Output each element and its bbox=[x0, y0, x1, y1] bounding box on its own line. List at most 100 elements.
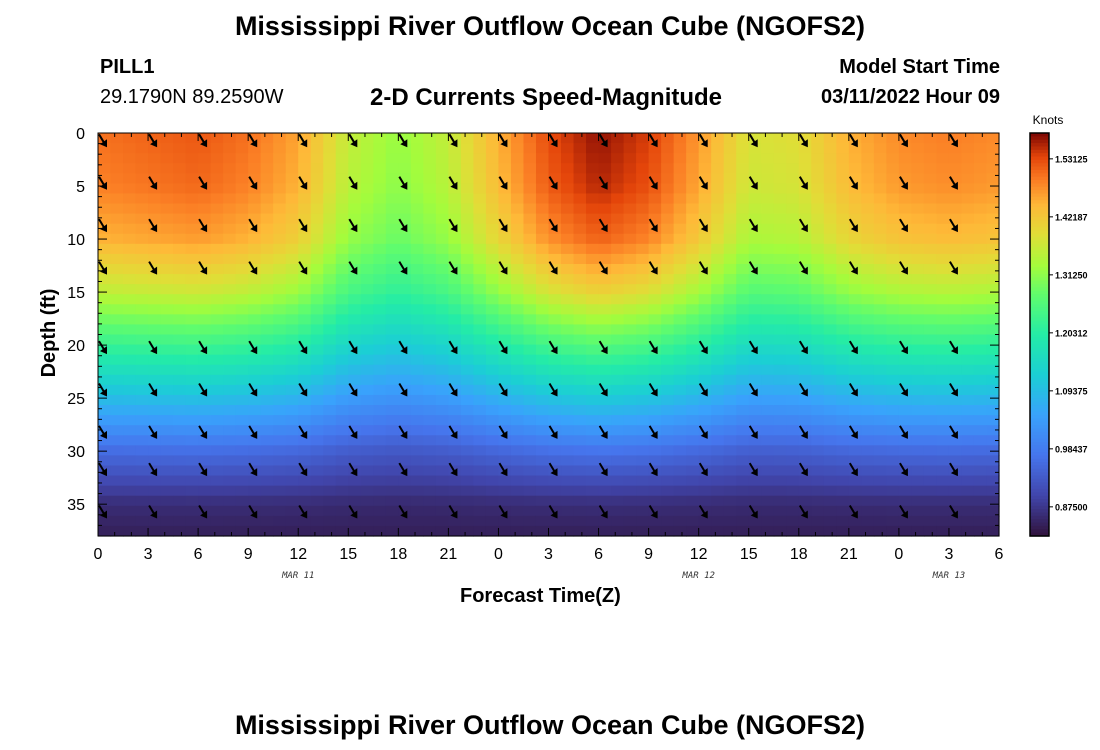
heatmap-cell bbox=[986, 213, 1000, 225]
heatmap-cell bbox=[335, 263, 349, 275]
heatmap-cell bbox=[711, 505, 725, 517]
heatmap-cell bbox=[260, 435, 274, 446]
heatmap-cell bbox=[711, 515, 725, 527]
heatmap-cell bbox=[148, 354, 162, 366]
heatmap-cell bbox=[123, 465, 137, 477]
heatmap-cell bbox=[198, 405, 212, 416]
heatmap-cell bbox=[686, 173, 700, 184]
heatmap-cell bbox=[385, 354, 399, 366]
heatmap-cell bbox=[861, 465, 875, 477]
heatmap-cell bbox=[848, 253, 862, 265]
heatmap-cell bbox=[836, 334, 850, 346]
heatmap-cell bbox=[460, 425, 475, 436]
y-tick-label: 20 bbox=[67, 338, 85, 355]
heatmap-cell bbox=[986, 354, 1000, 366]
heatmap-cell bbox=[460, 133, 475, 144]
heatmap-cell bbox=[923, 253, 938, 265]
heatmap-cell bbox=[973, 163, 988, 174]
heatmap-cell bbox=[973, 405, 988, 416]
heatmap-cell bbox=[448, 143, 462, 154]
heatmap-cell bbox=[923, 374, 938, 386]
current-vector-arrow bbox=[348, 425, 358, 439]
heatmap-cell bbox=[898, 294, 912, 305]
heatmap-cell bbox=[748, 233, 762, 245]
heatmap-cell bbox=[523, 475, 537, 487]
heatmap-cell bbox=[273, 163, 287, 174]
heatmap-cell bbox=[298, 294, 312, 305]
heatmap-cell bbox=[373, 344, 387, 356]
heatmap-cell bbox=[911, 324, 925, 336]
heatmap-cell bbox=[185, 263, 199, 275]
heatmap-cell bbox=[185, 515, 199, 527]
heatmap-cell bbox=[848, 405, 862, 416]
heatmap-cell bbox=[185, 425, 199, 436]
heatmap-cell bbox=[248, 193, 262, 205]
heatmap-cell bbox=[986, 435, 1000, 446]
heatmap-cell bbox=[698, 233, 712, 245]
heatmap-cell bbox=[936, 314, 950, 326]
heatmap-cell bbox=[398, 253, 412, 265]
heatmap-cell bbox=[198, 163, 212, 174]
heatmap-cell bbox=[586, 274, 600, 285]
heatmap-cell bbox=[636, 233, 650, 245]
heatmap-cell bbox=[673, 133, 687, 144]
heatmap-cell bbox=[260, 223, 274, 235]
heatmap-cell bbox=[323, 374, 337, 386]
heatmap-cell bbox=[398, 384, 412, 396]
heatmap-cell bbox=[673, 435, 687, 446]
heatmap-cell bbox=[773, 243, 787, 255]
heatmap-cell bbox=[310, 243, 324, 255]
heatmap-cell bbox=[798, 324, 812, 336]
colorbar-segment bbox=[1030, 515, 1049, 520]
heatmap-cell bbox=[661, 203, 675, 215]
x-tick-label: 9 bbox=[644, 546, 653, 563]
heatmap-cell bbox=[435, 344, 449, 356]
heatmap-cell bbox=[98, 364, 112, 376]
heatmap-cell bbox=[248, 485, 262, 497]
heatmap-cell bbox=[435, 203, 449, 215]
heatmap-cell bbox=[761, 344, 775, 356]
heatmap-cell bbox=[410, 515, 424, 527]
current-vector-arrow bbox=[899, 340, 908, 355]
heatmap-cell bbox=[573, 405, 587, 416]
heatmap-cell bbox=[185, 183, 199, 195]
heatmap-cell bbox=[110, 334, 124, 346]
current-vector-arrow bbox=[598, 261, 608, 275]
heatmap-cell bbox=[748, 314, 762, 326]
model-start-label: Model Start Time bbox=[839, 56, 1000, 78]
colorbar-segment bbox=[1030, 368, 1049, 373]
heatmap-cell bbox=[323, 183, 337, 195]
heatmap-cell bbox=[923, 183, 938, 195]
heatmap-cell bbox=[698, 394, 712, 406]
heatmap-cell bbox=[298, 133, 312, 144]
current-vector-arrow bbox=[198, 176, 208, 190]
heatmap-cell bbox=[135, 415, 149, 426]
heatmap-cell bbox=[886, 394, 900, 406]
heatmap-cell bbox=[598, 354, 612, 366]
colorbar-segment bbox=[1030, 438, 1049, 443]
heatmap-cell bbox=[723, 133, 737, 144]
heatmap-cell bbox=[285, 173, 299, 184]
heatmap-cell bbox=[460, 153, 475, 164]
heatmap-cell bbox=[173, 344, 187, 356]
heatmap-cell bbox=[936, 475, 950, 487]
x-tick-label: 18 bbox=[790, 546, 808, 563]
heatmap-cell bbox=[460, 314, 475, 326]
heatmap-cell bbox=[648, 445, 662, 456]
heatmap-cell bbox=[961, 284, 975, 295]
heatmap-cell bbox=[223, 314, 237, 326]
heatmap-cell bbox=[523, 435, 537, 446]
heatmap-cell bbox=[298, 153, 312, 164]
heatmap-cell bbox=[773, 133, 787, 144]
heatmap-cell bbox=[723, 445, 737, 456]
heatmap-cell bbox=[786, 284, 800, 295]
heatmap-cell bbox=[410, 304, 424, 315]
heatmap-cell bbox=[786, 405, 800, 416]
heatmap-cell bbox=[598, 253, 612, 265]
heatmap-cell bbox=[898, 233, 912, 245]
heatmap-cell bbox=[723, 173, 737, 184]
colorbar-tick-label: 1.53125 bbox=[1055, 154, 1088, 164]
heatmap-cell bbox=[748, 274, 762, 285]
heatmap-cell bbox=[448, 405, 462, 416]
